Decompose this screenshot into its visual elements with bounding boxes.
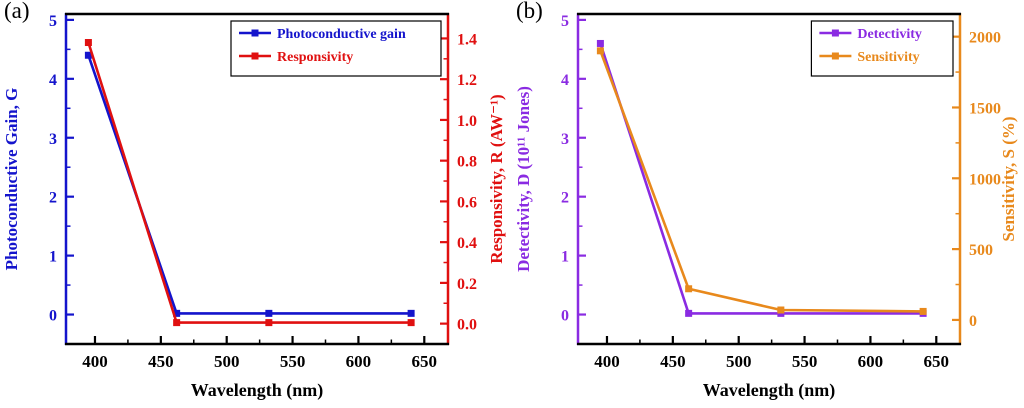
left-tick-label: 0	[561, 308, 569, 325]
right-tick-label: 1.2	[457, 72, 477, 89]
data-point-photoconductive-gain	[173, 309, 181, 317]
right-tick-label: 1.0	[457, 113, 477, 130]
legend-marker	[831, 29, 839, 37]
data-point-responsivity	[84, 39, 92, 47]
data-point-responsivity	[265, 319, 273, 327]
data-point-detectivity	[596, 39, 604, 47]
x-tick-label: 500	[214, 352, 240, 371]
right-tick-label: 500	[969, 242, 993, 259]
panel-b-label: (b)	[516, 0, 543, 23]
chart-b: 400 450 500 550 600 6500123450500100015002000…	[514, 12, 1018, 401]
series-line-sensitivity	[599, 50, 924, 313]
right-tick-label: 0.4	[457, 235, 477, 252]
x-tick-label: 550	[280, 352, 306, 371]
data-point-photoconductive-gain	[407, 309, 415, 317]
series-line-responsivity	[87, 42, 412, 324]
left-tick-label: 2	[561, 190, 569, 207]
legend-marker	[251, 29, 259, 37]
data-point-responsivity	[173, 319, 181, 327]
data-point-photoconductive-gain	[84, 51, 92, 59]
x-tick-label: 450	[148, 352, 174, 371]
x-tick-label: 600	[858, 352, 884, 371]
x-tick-label: 650	[924, 352, 950, 371]
right-tick-label: 0.8	[457, 154, 477, 171]
x-tick-label: 400	[82, 352, 108, 371]
right-tick-label: 1.4	[457, 31, 477, 48]
x-tick-label: 450	[660, 352, 686, 371]
legend-marker	[831, 52, 839, 60]
panel-a: (a) 400 450 500 550 600 650 0 1 2 3 4 5 0.0 0.2 0.4 0.6…	[2, 0, 506, 401]
left-tick-label: 1	[49, 249, 57, 266]
data-point-sensitivity	[596, 47, 604, 55]
series-line-detectivity	[599, 43, 924, 315]
legend-label-detectivity: Detectivity	[857, 27, 922, 42]
left-tick-label: 4	[49, 72, 57, 89]
x-tick-label: 600	[346, 352, 372, 371]
data-point-sensitivity	[777, 306, 785, 314]
left-tick-label: 5	[561, 13, 569, 30]
right-tick-label: 1000	[969, 171, 1001, 188]
panel-b: (b) 400 450 500 550 600 650 0 1 2 3 4 5 0 500 1000 1500…	[512, 0, 1024, 408]
left-tick-label: 2	[49, 190, 57, 207]
left-axis-title: Photoconductive Gain, G	[2, 88, 21, 271]
right-axis-title: Responsivity, R (AW⁻¹)	[487, 94, 506, 263]
right-tick-label: 2000	[969, 30, 1001, 47]
left-tick-label: 4	[561, 72, 569, 89]
left-tick-label: 0	[49, 308, 57, 325]
right-axis-title: Sensitivity, S (%)	[999, 116, 1018, 241]
right-tick-label: 0.2	[457, 276, 477, 293]
x-tick-label: 400	[594, 352, 620, 371]
legend-label-photoconductive-gain: Photoconductive gain	[277, 27, 406, 42]
right-tick-label: 0.0	[457, 317, 477, 334]
right-tick-label: 1500	[969, 100, 1001, 117]
right-tick-label: 0	[969, 313, 977, 330]
series-line-photoconductive-gain	[87, 54, 412, 315]
data-point-photoconductive-gain	[265, 309, 273, 317]
legend-label-sensitivity: Sensitivity	[857, 50, 919, 65]
left-tick-label: 1	[561, 249, 569, 266]
chart-a: 400 450 500 550 600 650 0 1 2 3 4 5 0.0 0.2 0.4 0.6 0.8 1…	[2, 12, 506, 401]
x-tick-label: 650	[412, 352, 438, 371]
x-tick-label: 500	[726, 352, 752, 371]
data-point-sensitivity	[685, 285, 693, 293]
x-axis-title: Wavelength (nm)	[191, 380, 324, 401]
left-tick-label: 3	[49, 131, 57, 148]
left-tick-label: 3	[561, 131, 569, 148]
legend-label-responsivity: Responsivity	[277, 50, 353, 65]
data-point-sensitivity	[919, 307, 927, 315]
legend-box	[230, 20, 442, 77]
x-axis-title: Wavelength (nm)	[703, 380, 836, 401]
panel-a-label: (a)	[4, 0, 30, 23]
right-tick-label: 0.6	[457, 194, 477, 211]
left-axis-title: Detectivity, D (10¹¹ Jones)	[514, 86, 533, 272]
left-tick-label: 5	[49, 13, 57, 30]
data-point-detectivity	[685, 309, 693, 317]
x-tick-label: 550	[792, 352, 818, 371]
legend-marker	[251, 52, 259, 60]
data-point-responsivity	[407, 319, 415, 327]
